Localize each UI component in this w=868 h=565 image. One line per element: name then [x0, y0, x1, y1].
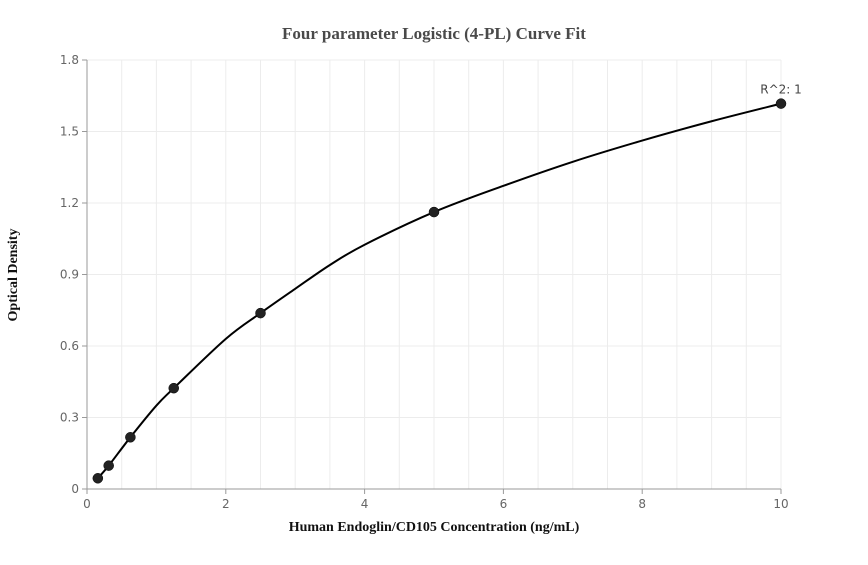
x-tick-label: 0 — [83, 497, 91, 511]
data-point — [168, 382, 179, 394]
fit-curve-line — [97, 102, 782, 479]
y-tick-label: 0.3 — [60, 411, 79, 425]
x-tick-label: 10 — [773, 497, 788, 511]
x-tick-label: 8 — [638, 497, 646, 511]
y-tick-label: 1.8 — [60, 53, 79, 67]
x-tick-label: 4 — [361, 497, 369, 511]
x-tick-label: 2 — [222, 497, 230, 511]
data-point — [775, 98, 787, 109]
data-points — [92, 98, 787, 484]
data-point — [428, 206, 440, 218]
x-axis-title: Human Endoglin/CD105 Concentration (ng/m… — [289, 520, 580, 535]
y-tick-label: 1.5 — [60, 125, 79, 139]
x-tick-label: 6 — [500, 497, 508, 511]
y-tick-label: 0.9 — [60, 268, 79, 282]
x-axis-ticks: 0 2 4 6 8 10 — [83, 489, 789, 511]
r-squared-annotation: R^2: 1 — [760, 83, 802, 97]
data-point — [92, 473, 104, 484]
data-point — [103, 460, 114, 471]
data-point — [125, 432, 136, 443]
y-axis-ticks: 0 0.3 0.6 0.9 1.2 1.5 1.8 — [60, 53, 87, 496]
grid — [86, 59, 782, 490]
y-tick-label: 0 — [71, 482, 79, 496]
y-axis-title: Optical Density — [6, 229, 21, 322]
y-tick-label: 1.2 — [60, 196, 79, 210]
data-point — [255, 307, 266, 319]
y-tick-label: 0.6 — [60, 339, 79, 353]
chart-title: Four parameter Logistic (4-PL) Curve Fit — [282, 24, 586, 43]
